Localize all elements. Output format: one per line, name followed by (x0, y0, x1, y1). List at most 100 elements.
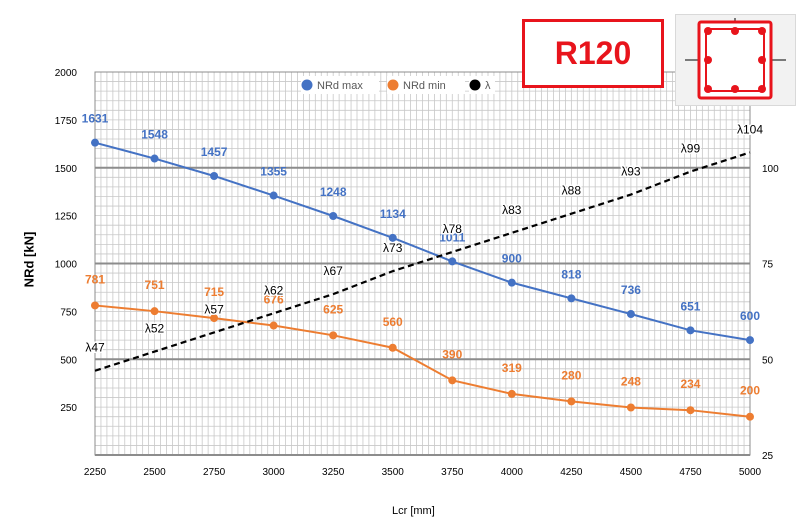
data-point (567, 294, 576, 303)
y-tick-label: 250 (60, 403, 77, 414)
x-tick-label: 2250 (84, 467, 107, 478)
data-label: 818 (561, 267, 581, 281)
y-tick-label: 750 (60, 307, 77, 318)
legend-marker (301, 79, 313, 91)
series-line (94, 304, 751, 418)
data-point (746, 336, 754, 345)
data-point (626, 403, 635, 412)
data-point (448, 376, 457, 385)
x-tick-label: 4500 (620, 467, 643, 478)
grid (94, 71, 751, 456)
y-tick-label: 2000 (55, 68, 78, 79)
data-point (388, 233, 397, 242)
data-point (150, 307, 159, 316)
data-label: 1457 (201, 145, 228, 159)
axes: 2250 2500 2750 3000 3250 3500 3750 4000 4250 4500… (55, 68, 779, 478)
data-label: λ88 (562, 184, 582, 198)
data-label: 900 (502, 252, 522, 266)
data-label: 280 (561, 368, 581, 382)
series-line (94, 141, 751, 342)
data-label: λ57 (204, 302, 224, 316)
data-point (567, 397, 576, 406)
x-axis-label: Lcr [mm] (392, 505, 435, 517)
data-label: λ73 (383, 241, 403, 255)
x-tick-label: 2500 (143, 467, 166, 478)
legend-background (301, 76, 379, 94)
plot-frame (94, 71, 751, 456)
series-line (94, 151, 751, 372)
x-tick-label: 4250 (560, 467, 583, 478)
data-point (91, 138, 99, 147)
data-label: λ67 (324, 264, 344, 278)
data-point (91, 301, 99, 310)
fire-rating-badge: R120 (522, 19, 664, 88)
data-label: 390 (442, 347, 462, 361)
legend-marker (469, 79, 481, 91)
y-tick-label: 500 (60, 355, 77, 366)
x-tick-label: 3750 (441, 467, 464, 478)
data-label: 1548 (141, 128, 168, 142)
data-label: 736 (621, 283, 641, 297)
data-label: 676 (264, 293, 284, 307)
data-point (329, 212, 338, 221)
data-label: 319 (502, 361, 522, 375)
data-label: 781 (85, 272, 105, 286)
data-label: λ83 (502, 203, 522, 217)
data-label: 1355 (260, 165, 287, 179)
y-tick-label: 1500 (55, 164, 78, 175)
data-label: 1248 (320, 185, 347, 199)
data-label: 1134 (380, 207, 406, 221)
legend-marker (387, 79, 399, 91)
data-point (329, 331, 338, 340)
data-labels: 1631 1548 1457 1355 1248 1134 1011 900 818 736 651… (82, 112, 765, 398)
data-label: λ52 (145, 322, 165, 336)
data-label: 600 (740, 309, 760, 323)
legend-label: λ (485, 80, 491, 92)
data-point (686, 406, 695, 415)
legend-label: NRd min (403, 80, 446, 92)
data-label: λ104 (737, 122, 763, 136)
y2-tick-label: 25 (762, 451, 774, 462)
x-tick-label: 2750 (203, 467, 226, 478)
y-tick-label: 1250 (55, 212, 78, 223)
data-point (150, 154, 159, 163)
data-label: λ93 (621, 165, 641, 179)
cross-section-icon (675, 14, 796, 106)
x-tick-label: 3500 (382, 467, 405, 478)
y2-tick-label: 50 (762, 355, 774, 366)
data-label: 651 (680, 299, 700, 313)
data-label: λ78 (443, 222, 463, 236)
data-point (626, 310, 635, 319)
data-label: λ99 (681, 142, 701, 156)
data-point (507, 389, 516, 398)
data-label: 751 (145, 278, 165, 292)
data-label: 1631 (82, 112, 109, 126)
data-label: 234 (680, 377, 700, 391)
x-tick-label: 3250 (322, 467, 345, 478)
y-axis-label: NRd [kN] (21, 231, 37, 288)
data-label: 715 (204, 285, 224, 299)
data-label: 625 (323, 302, 343, 316)
y-tick-label: 1000 (55, 260, 78, 271)
data-label: λ62 (264, 283, 284, 297)
y-tick-label: 1750 (55, 116, 78, 127)
data-point (686, 326, 695, 335)
series (91, 138, 754, 421)
data-label: 200 (740, 384, 760, 398)
x-tick-label: 5000 (739, 467, 762, 478)
data-point (269, 191, 278, 200)
x-tick-label: 3000 (263, 467, 286, 478)
data-point (269, 321, 278, 330)
x-tick-label: 4750 (679, 467, 702, 478)
data-label: 560 (383, 315, 403, 329)
x-tick-label: 4000 (501, 467, 524, 478)
data-point (448, 257, 457, 266)
data-point (507, 278, 516, 287)
data-point (210, 314, 219, 323)
data-point (388, 343, 397, 352)
legend-background (387, 76, 465, 94)
y2-tick-label: 75 (762, 260, 774, 271)
data-label: 248 (621, 375, 641, 389)
y2-tick-label: 100 (762, 164, 779, 175)
